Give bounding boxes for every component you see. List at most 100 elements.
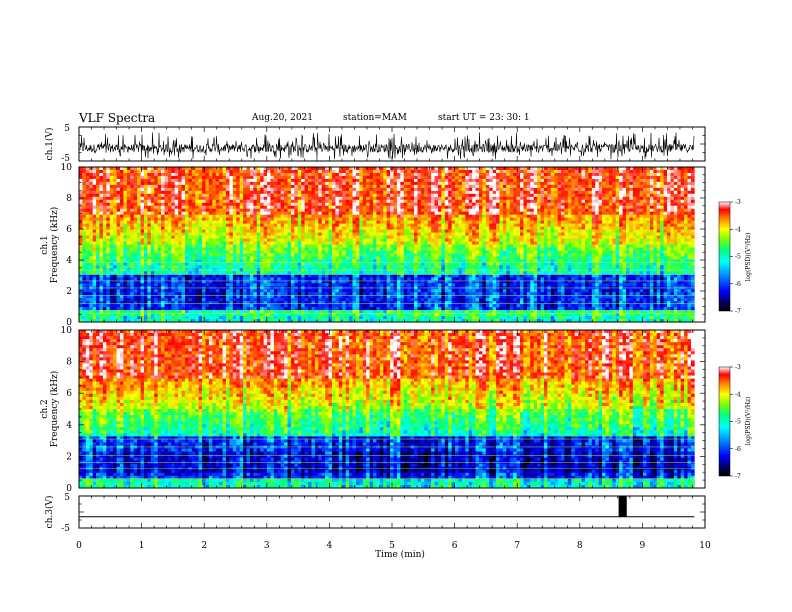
spectrogram-cell xyxy=(89,187,93,192)
spectrogram-cell xyxy=(232,235,237,239)
spectrogram-cell xyxy=(502,238,507,242)
spectrogram-cell xyxy=(352,193,357,198)
spectrogram-cell xyxy=(475,205,480,210)
spectrogram-cell xyxy=(325,238,329,242)
spectrogram-cell xyxy=(677,184,681,189)
spectrogram-cell xyxy=(489,220,493,224)
spectrogram-cell xyxy=(578,229,582,233)
spectrogram-cell xyxy=(564,220,569,224)
spectrogram-cell xyxy=(167,238,172,242)
spectrogram-cell xyxy=(222,220,227,224)
spectrogram-cell xyxy=(205,205,210,210)
spectrogram-cell xyxy=(615,178,620,183)
spectrogram-cell xyxy=(260,217,264,221)
spectrogram-cell xyxy=(393,241,398,245)
spectrogram-cell xyxy=(543,211,548,215)
spectrogram-cell xyxy=(349,172,353,177)
spectrogram-cell xyxy=(530,205,534,210)
spectrogram-cell xyxy=(366,223,370,227)
spectrogram-cell xyxy=(608,167,613,171)
spectrogram-cell xyxy=(595,193,599,198)
spectrogram-cell xyxy=(184,232,189,236)
spectrogram-cell xyxy=(349,193,353,198)
spectrogram-cell xyxy=(219,199,223,204)
spectrogram-cell xyxy=(680,211,685,215)
spectrogram-cell xyxy=(410,226,415,230)
spectrogram-cell xyxy=(263,235,268,239)
spectrogram-cell xyxy=(571,238,576,242)
spectrogram-cell xyxy=(687,202,692,207)
spectrogram-cell xyxy=(253,187,258,192)
spectrogram-cell xyxy=(574,175,579,180)
spectrogram-cell xyxy=(499,187,504,192)
spectrogram-cell xyxy=(280,232,285,236)
spectrogram-cell xyxy=(249,208,254,213)
spectrogram-cell xyxy=(366,238,370,242)
spectrogram-cell xyxy=(489,169,493,174)
spectrogram-cell xyxy=(496,181,500,186)
spectrogram-cell xyxy=(359,238,364,242)
spectrogram-cell xyxy=(178,175,182,180)
spectrogram-cell xyxy=(496,211,500,215)
spectrogram-cell xyxy=(673,220,678,224)
spectrogram-cell xyxy=(649,205,654,210)
spectrogram-cell xyxy=(331,193,336,198)
spectrogram-cell xyxy=(147,167,152,171)
spectrogram-cell xyxy=(253,235,258,239)
spectrogram-cell xyxy=(390,193,394,198)
spectrogram-cell xyxy=(513,241,517,245)
spectrogram-cell xyxy=(533,244,538,248)
spectrogram-cell xyxy=(458,229,463,233)
spectrogram-cell xyxy=(574,202,579,207)
spectrogram-cell xyxy=(161,193,165,198)
spectrogram-cell xyxy=(649,172,654,177)
spectrogram-cell xyxy=(540,175,545,180)
spectrogram-cell xyxy=(280,169,285,174)
spectrogram-cell xyxy=(622,214,627,218)
spectrogram-cell xyxy=(427,244,432,248)
spectrogram-cell xyxy=(79,247,83,251)
spectrogram-cell xyxy=(591,232,596,236)
spectrogram-cell xyxy=(571,184,576,189)
spectrogram-cell xyxy=(567,199,572,204)
spectrogram-cell xyxy=(407,167,411,171)
spectrogram-cell xyxy=(325,199,329,204)
spectrogram-cell xyxy=(164,181,169,186)
spectrogram-cell xyxy=(362,238,367,242)
spectrogram-cell xyxy=(684,241,688,245)
spectrogram-cell xyxy=(222,193,227,198)
spectrogram-cell xyxy=(448,167,452,171)
spectrogram-cell xyxy=(123,244,128,248)
spectrogram-cell xyxy=(653,178,658,183)
spectrogram-cell xyxy=(420,223,425,227)
spectrogram-cell xyxy=(684,235,688,239)
spectrogram-cell xyxy=(297,184,302,189)
spectrogram-cell xyxy=(120,223,124,227)
spectrogram-cell xyxy=(677,187,681,192)
spectrogram-cell xyxy=(595,223,599,227)
spectrogram-cell xyxy=(444,211,449,215)
spectrogram-cell xyxy=(393,190,398,195)
spectrogram-cell xyxy=(126,196,131,201)
spectrogram-cell xyxy=(478,235,483,239)
spectrogram-cell xyxy=(171,214,176,218)
spectrogram-cell xyxy=(270,190,275,195)
spectrogram-cell xyxy=(629,211,634,215)
spectrogram-cell xyxy=(437,175,442,180)
spectrogram-cell xyxy=(157,208,162,213)
spectrogram-cell xyxy=(390,190,394,195)
spectrogram-cell xyxy=(625,167,630,171)
spectrogram-cell xyxy=(448,184,452,189)
spectrogram-cell xyxy=(167,232,172,236)
spectrogram-cell xyxy=(386,178,391,183)
spectrogram-cell xyxy=(301,199,305,204)
spectrogram-cell xyxy=(670,217,675,221)
spectrogram-cell xyxy=(195,190,199,195)
spectrogram-cell xyxy=(239,199,244,204)
spectrogram-cell xyxy=(451,196,456,201)
spectrogram-cell xyxy=(475,217,480,221)
spectrogram-cell xyxy=(178,169,182,174)
spectrogram-cell xyxy=(157,175,162,180)
spectrogram-cell xyxy=(352,202,357,207)
spectrogram-cell xyxy=(653,211,658,215)
